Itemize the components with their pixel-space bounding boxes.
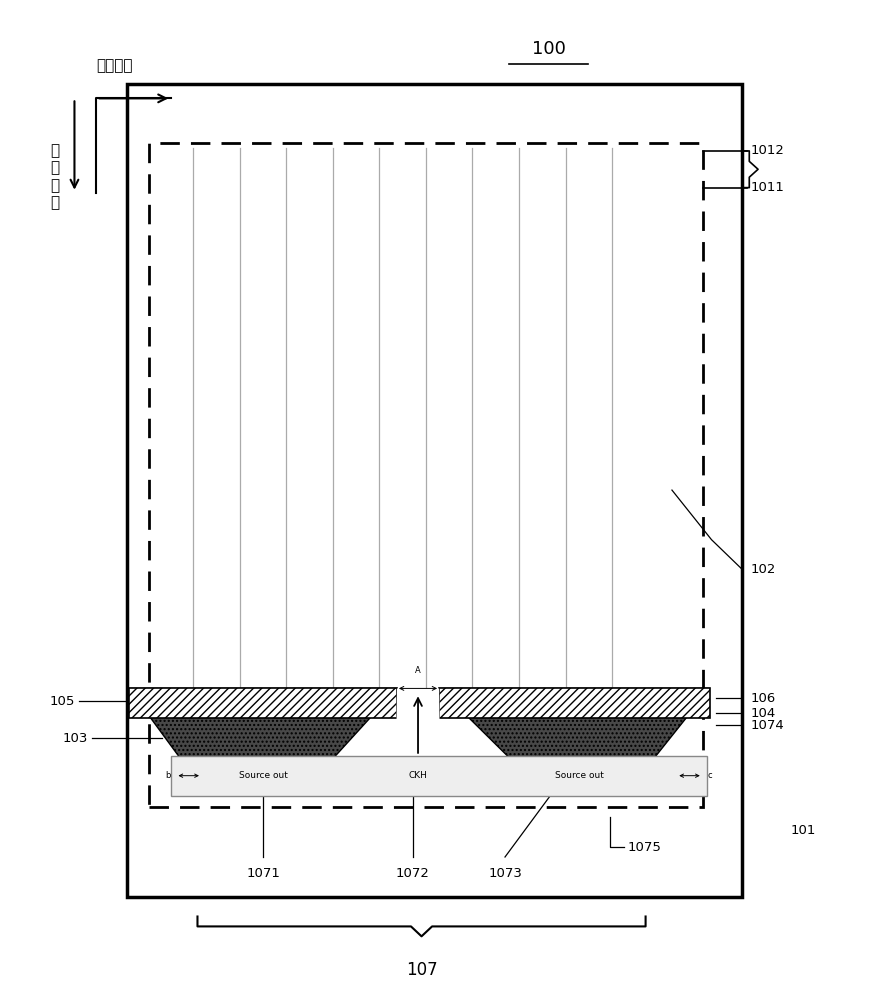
Bar [439, 688, 709, 718]
Text: 103: 103 [62, 732, 88, 744]
Text: 1071: 1071 [246, 867, 280, 880]
Text: c: c [706, 771, 711, 780]
Text: b: b [166, 771, 171, 780]
Text: 107: 107 [405, 961, 437, 979]
Text: A: A [415, 666, 421, 675]
Text: 106: 106 [750, 692, 775, 705]
Text: 1074: 1074 [750, 719, 784, 732]
Text: 100: 100 [532, 40, 565, 58]
Text: Source out: Source out [238, 771, 287, 780]
Text: 1075: 1075 [627, 841, 661, 854]
Text: CKH: CKH [408, 771, 427, 780]
Polygon shape [439, 688, 709, 758]
Polygon shape [396, 688, 439, 756]
Polygon shape [420, 756, 654, 758]
Text: 1073: 1073 [487, 867, 521, 880]
Text: 101: 101 [789, 824, 815, 837]
Text: 102: 102 [750, 563, 775, 576]
Text: Source out: Source out [555, 771, 603, 780]
Text: 1012: 1012 [750, 144, 784, 157]
Text: 104: 104 [750, 707, 775, 720]
Text: 1011: 1011 [750, 181, 784, 194]
Text: 第
一
方
向: 第 一 方 向 [51, 143, 59, 210]
Bar [128, 688, 396, 718]
Bar [149, 143, 702, 807]
Polygon shape [128, 688, 396, 758]
Text: 第二方向: 第二方向 [97, 59, 133, 74]
Text: 105: 105 [49, 695, 74, 708]
Bar [127, 84, 742, 897]
Polygon shape [180, 756, 415, 758]
Bar [171, 756, 706, 796]
Text: 1072: 1072 [395, 867, 429, 880]
